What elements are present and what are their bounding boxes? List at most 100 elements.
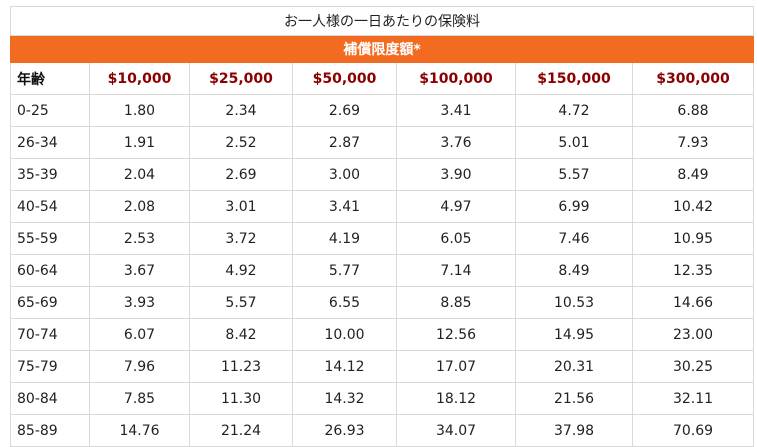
premium-cell: 17.07 (396, 350, 516, 383)
premium-cell: 30.25 (631, 350, 755, 383)
premium-cell: 4.19 (292, 222, 397, 255)
premium-cell: 1.91 (89, 126, 190, 159)
age-range-cell: 40-54 (10, 190, 90, 223)
table-row: 55-59 2.53 3.72 4.19 6.05 7.46 10.95 (10, 222, 755, 255)
age-range-cell: 80-84 (10, 382, 90, 415)
caption-row: お一人様の一日あたりの保険料 (9, 6, 755, 36)
premium-cell: 3.41 (292, 190, 397, 223)
table-caption: お一人様の一日あたりの保険料 (9, 6, 755, 36)
premium-cell: 5.57 (515, 158, 633, 191)
premium-cell: 8.49 (515, 254, 633, 287)
premium-cell: 7.85 (89, 382, 190, 415)
amount-column-header: $100,000 (396, 62, 516, 95)
premium-cell: 12.35 (631, 254, 755, 287)
table-row: 70-74 6.07 8.42 10.00 12.56 14.95 23.00 (10, 318, 755, 351)
table-row: 85-89 14.76 21.24 26.93 34.07 37.98 70.69 (10, 414, 755, 447)
premium-cell: 3.00 (292, 158, 397, 191)
premium-cell: 14.76 (89, 414, 190, 447)
table-row: 35-39 2.04 2.69 3.00 3.90 5.57 8.49 (10, 158, 755, 191)
premium-cell: 12.56 (396, 318, 516, 351)
age-range-cell: 0-25 (10, 94, 90, 127)
amount-column-header: $25,000 (189, 62, 293, 95)
premium-cell: 2.69 (189, 158, 293, 191)
premium-cell: 1.80 (89, 94, 190, 127)
premium-cell: 7.14 (396, 254, 516, 287)
premium-cell: 14.12 (292, 350, 397, 383)
premium-cell: 7.93 (631, 126, 755, 159)
coverage-limit-band: 補償限度額* (9, 35, 755, 63)
premium-cell: 18.12 (396, 382, 516, 415)
premium-cell: 6.05 (396, 222, 516, 255)
premium-cell: 7.96 (89, 350, 190, 383)
premium-cell: 3.76 (396, 126, 516, 159)
premium-table-container: お一人様の一日あたりの保険料 補償限度額* 年齢 $10,000 $25,000 $… (9, 6, 755, 447)
premium-cell: 6.07 (89, 318, 190, 351)
premium-cell: 70.69 (631, 414, 755, 447)
premium-cell: 10.95 (631, 222, 755, 255)
premium-cell: 10.00 (292, 318, 397, 351)
age-range-cell: 75-79 (10, 350, 90, 383)
premium-table: お一人様の一日あたりの保険料 補償限度額* 年齢 $10,000 $25,000 $… (9, 6, 755, 447)
table-row: 65-69 3.93 5.57 6.55 8.85 10.53 14.66 (10, 286, 755, 319)
premium-cell: 34.07 (396, 414, 516, 447)
premium-cell: 2.04 (89, 158, 190, 191)
amount-column-header: $50,000 (292, 62, 397, 95)
column-header-row: 年齢 $10,000 $25,000 $50,000 $100,000 $150,000… (10, 62, 755, 95)
table-row: 26-34 1.91 2.52 2.87 3.76 5.01 7.93 (10, 126, 755, 159)
premium-cell: 11.30 (189, 382, 293, 415)
premium-cell: 10.42 (631, 190, 755, 223)
premium-cell: 2.08 (89, 190, 190, 223)
amount-column-header: $150,000 (515, 62, 633, 95)
premium-cell: 3.41 (396, 94, 516, 127)
table-row: 40-54 2.08 3.01 3.41 4.97 6.99 10.42 (10, 190, 755, 223)
premium-cell: 21.56 (515, 382, 633, 415)
premium-cell: 3.93 (89, 286, 190, 319)
premium-cell: 21.24 (189, 414, 293, 447)
premium-cell: 5.57 (189, 286, 293, 319)
premium-cell: 7.46 (515, 222, 633, 255)
premium-cell: 4.97 (396, 190, 516, 223)
premium-cell: 26.93 (292, 414, 397, 447)
premium-cell: 23.00 (631, 318, 755, 351)
table-row: 75-79 7.96 11.23 14.12 17.07 20.31 30.25 (10, 350, 755, 383)
premium-cell: 14.95 (515, 318, 633, 351)
age-range-cell: 55-59 (10, 222, 90, 255)
age-column-header: 年齢 (10, 62, 90, 95)
table-body: 0-25 1.80 2.34 2.69 3.41 4.72 6.88 26-34 1.91 2.5… (10, 94, 755, 447)
amount-column-header: $300,000 (631, 62, 755, 95)
premium-cell: 6.55 (292, 286, 397, 319)
premium-cell: 6.88 (631, 94, 755, 127)
table-row: 60-64 3.67 4.92 5.77 7.14 8.49 12.35 (10, 254, 755, 287)
age-range-cell: 35-39 (10, 158, 90, 191)
premium-cell: 3.72 (189, 222, 293, 255)
premium-cell: 2.53 (89, 222, 190, 255)
premium-cell: 14.66 (631, 286, 755, 319)
age-range-cell: 70-74 (10, 318, 90, 351)
premium-cell: 3.01 (189, 190, 293, 223)
premium-cell: 2.87 (292, 126, 397, 159)
premium-cell: 10.53 (515, 286, 633, 319)
table-row: 80-84 7.85 11.30 14.32 18.12 21.56 32.11 (10, 382, 755, 415)
premium-cell: 11.23 (189, 350, 293, 383)
age-range-cell: 60-64 (10, 254, 90, 287)
premium-cell: 37.98 (515, 414, 633, 447)
premium-cell: 5.77 (292, 254, 397, 287)
premium-cell: 6.99 (515, 190, 633, 223)
premium-cell: 4.92 (189, 254, 293, 287)
premium-cell: 2.52 (189, 126, 293, 159)
premium-cell: 2.69 (292, 94, 397, 127)
band-row: 補償限度額* (9, 35, 755, 63)
premium-cell: 3.90 (396, 158, 516, 191)
premium-cell: 5.01 (515, 126, 633, 159)
table-row: 0-25 1.80 2.34 2.69 3.41 4.72 6.88 (10, 94, 755, 127)
amount-column-header: $10,000 (89, 62, 190, 95)
premium-cell: 2.34 (189, 94, 293, 127)
premium-cell: 8.42 (189, 318, 293, 351)
age-range-cell: 65-69 (10, 286, 90, 319)
premium-cell: 4.72 (515, 94, 633, 127)
premium-cell: 32.11 (631, 382, 755, 415)
premium-cell: 8.49 (631, 158, 755, 191)
premium-cell: 3.67 (89, 254, 190, 287)
premium-cell: 20.31 (515, 350, 633, 383)
premium-cell: 8.85 (396, 286, 516, 319)
